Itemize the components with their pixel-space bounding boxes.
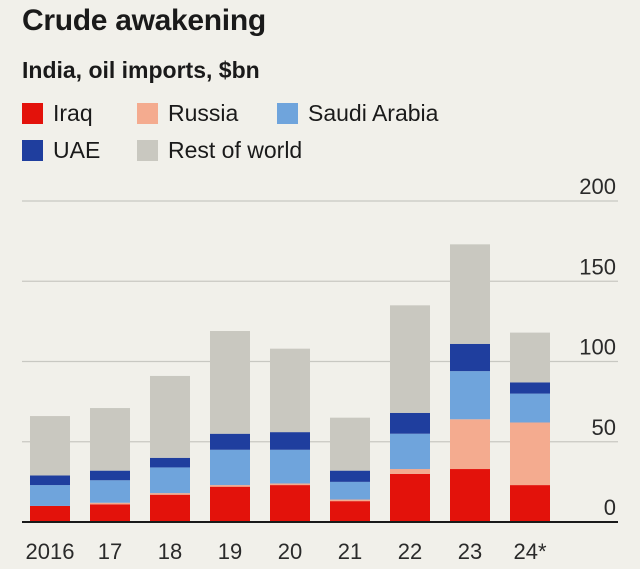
bar-segment-rest-of-world xyxy=(30,416,70,476)
bar-segment-saudi-arabia xyxy=(90,480,130,503)
bar-segment-russia xyxy=(330,499,370,502)
bar-segment-rest-of-world xyxy=(210,331,250,434)
bar-segment-iraq xyxy=(150,494,190,522)
x-tick-label: 21 xyxy=(338,539,362,564)
bars xyxy=(30,244,550,522)
legend-item-saudi-arabia: Saudi Arabia xyxy=(277,100,438,127)
bar-segment-saudi-arabia xyxy=(210,449,250,486)
bar-segment-uae xyxy=(150,457,190,468)
x-tick-label: 19 xyxy=(218,539,242,564)
legend-item-uae: UAE xyxy=(22,137,100,164)
bar-segment-rest-of-world xyxy=(510,332,550,383)
x-tick-labels: 2016 17 18 19 20 21 22 23 24* xyxy=(26,539,547,564)
legend-swatch-iraq xyxy=(22,103,43,124)
chart-title: Crude awakening xyxy=(22,4,266,37)
bar-segment-iraq xyxy=(450,469,490,522)
bar-segment-iraq xyxy=(270,485,310,522)
bar-segment-uae xyxy=(330,470,370,482)
y-tick-label-100: 100 xyxy=(579,335,616,360)
bar-segment-saudi-arabia xyxy=(150,467,190,494)
legend-item-rest-of-world: Rest of world xyxy=(137,137,302,164)
x-tick-label: 18 xyxy=(158,539,182,564)
legend-swatch-rest-of-world xyxy=(137,140,158,161)
x-tick-label: 20 xyxy=(278,539,302,564)
bar-segment-iraq xyxy=(510,485,550,522)
bar-segment-uae xyxy=(390,412,430,434)
bar-segment-iraq xyxy=(30,505,70,522)
chart-subtitle: India, oil imports, $bn xyxy=(22,57,260,83)
bar-segment-russia xyxy=(150,493,190,495)
x-tick-label: 24* xyxy=(513,539,546,564)
y-tick-label-50: 50 xyxy=(592,415,616,440)
bar-segment-uae xyxy=(30,475,70,486)
y-tick-label-0: 0 xyxy=(604,495,616,520)
legend-swatch-russia xyxy=(137,103,158,124)
bar-segment-saudi-arabia xyxy=(510,393,550,423)
legend-label-iraq: Iraq xyxy=(53,100,93,126)
bar-segment-uae xyxy=(90,470,130,481)
bar-segment-uae xyxy=(510,382,550,394)
bar-segment-saudi-arabia xyxy=(330,481,370,500)
legend-label-uae: UAE xyxy=(53,137,101,163)
bar-segment-russia xyxy=(450,419,490,470)
y-tick-label-150: 150 xyxy=(579,254,616,279)
legend-label-saudi-arabia: Saudi Arabia xyxy=(308,100,439,126)
legend-label-russia: Russia xyxy=(168,100,239,126)
x-tick-label: 23 xyxy=(458,539,482,564)
x-tick-label: 17 xyxy=(98,539,122,564)
y-tick-labels: 0 50 100 150 200 xyxy=(579,174,616,520)
bar-segment-iraq xyxy=(330,501,370,522)
bar-segment-russia xyxy=(210,485,250,487)
bar-segment-rest-of-world xyxy=(390,305,430,413)
y-tick-label-200: 200 xyxy=(579,174,616,199)
bar-segment-russia xyxy=(90,502,130,505)
bar-segment-saudi-arabia xyxy=(450,371,490,420)
bar-segment-iraq xyxy=(390,473,430,522)
bar-segment-iraq xyxy=(210,486,250,522)
bar-segment-saudi-arabia xyxy=(30,485,70,506)
x-tick-label: 2016 xyxy=(26,539,75,564)
bar-segment-rest-of-world xyxy=(330,417,370,471)
bar-segment-rest-of-world xyxy=(270,348,310,433)
bar-segment-uae xyxy=(210,433,250,450)
legend-swatch-uae xyxy=(22,140,43,161)
x-tick-label: 22 xyxy=(398,539,422,564)
legend-item-iraq: Iraq xyxy=(22,100,93,127)
bar-segment-rest-of-world xyxy=(450,244,490,344)
legend-label-rest-of-world: Rest of world xyxy=(168,137,303,163)
bar-segment-russia xyxy=(510,422,550,486)
bar-segment-rest-of-world xyxy=(150,375,190,458)
bar-segment-uae xyxy=(270,432,310,450)
bar-segment-iraq xyxy=(90,504,130,522)
legend-swatch-saudi-arabia xyxy=(277,103,298,124)
bar-segment-russia xyxy=(390,469,430,474)
legend-item-russia: Russia xyxy=(137,100,238,127)
bar-segment-russia xyxy=(270,483,310,486)
bar-segment-saudi-arabia xyxy=(270,449,310,484)
bar-segment-uae xyxy=(450,343,490,372)
bar-segment-saudi-arabia xyxy=(390,433,430,470)
bar-segment-rest-of-world xyxy=(90,408,130,471)
